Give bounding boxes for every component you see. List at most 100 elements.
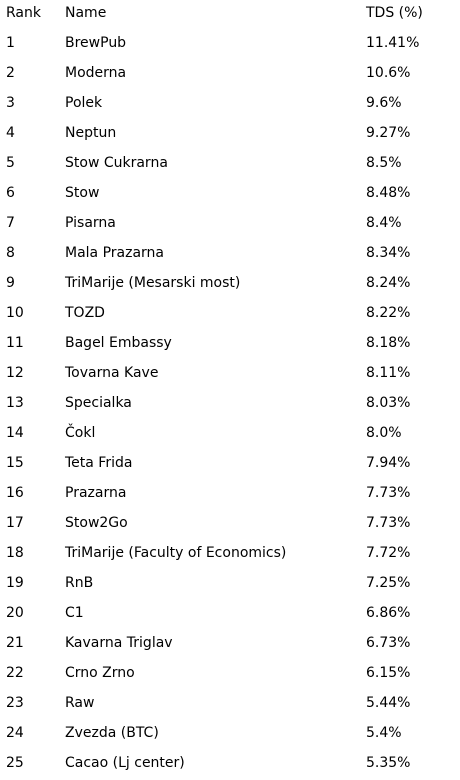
table-row: 13 Specialka 8.03% — [0, 390, 460, 420]
tds-cell: 7.25% — [366, 575, 411, 591]
rank-cell: 23 — [6, 695, 24, 711]
table-body: 1 BrewPub 11.41% 2 Moderna 10.6% 3 Polek 9.6% 4 Ne… — [0, 30, 460, 780]
rank-cell: 17 — [6, 515, 24, 531]
tds-column-header: TDS (%) — [366, 5, 423, 21]
name-column-header: Name — [65, 5, 107, 21]
name-cell: Kavarna Triglav — [65, 635, 173, 651]
table-row: 6 Stow 8.48% — [0, 180, 460, 210]
rank-cell: 15 — [6, 455, 24, 471]
name-cell: RnB — [65, 575, 94, 591]
table-row: 20 C1 6.86% — [0, 600, 460, 630]
name-cell: Bagel Embassy — [65, 335, 172, 351]
rank-cell: 9 — [6, 275, 15, 291]
tds-cell: 7.73% — [366, 485, 411, 501]
name-cell: Stow — [65, 185, 100, 201]
tds-cell: 8.18% — [366, 335, 411, 351]
name-cell: Čokl — [65, 425, 96, 441]
rank-cell: 14 — [6, 425, 24, 441]
rank-cell: 10 — [6, 305, 24, 321]
table-row: 25 Cacao (Lj center) 5.35% — [0, 750, 460, 780]
name-cell: Teta Frida — [65, 455, 133, 471]
name-cell: Tovarna Kave — [65, 365, 159, 381]
name-cell: Moderna — [65, 65, 127, 81]
rank-cell: 22 — [6, 665, 24, 681]
rank-cell: 1 — [6, 35, 15, 51]
table-row: 17 Stow2Go 7.73% — [0, 510, 460, 540]
tds-cell: 7.94% — [366, 455, 411, 471]
tds-cell: 6.15% — [366, 665, 411, 681]
tds-cell: 8.0% — [366, 425, 402, 441]
tds-cell: 5.35% — [366, 755, 411, 771]
rank-cell: 21 — [6, 635, 24, 651]
table-row: 10 TOZD 8.22% — [0, 300, 460, 330]
rank-cell: 19 — [6, 575, 24, 591]
rank-cell: 5 — [6, 155, 15, 171]
name-cell: Raw — [65, 695, 95, 711]
tds-cell: 8.22% — [366, 305, 411, 321]
tds-cell: 9.6% — [366, 95, 402, 111]
rank-column-header: Rank — [6, 5, 41, 21]
table-row: 22 Crno Zrno 6.15% — [0, 660, 460, 690]
name-cell: Mala Prazarna — [65, 245, 164, 261]
table-row: 18 TriMarije (Faculty of Economics) 7.72% — [0, 540, 460, 570]
name-cell: TriMarije (Mesarski most) — [65, 275, 241, 291]
name-cell: Crno Zrno — [65, 665, 135, 681]
table-row: 14 Čokl 8.0% — [0, 420, 460, 450]
table-row: 7 Pisarna 8.4% — [0, 210, 460, 240]
table-row: 23 Raw 5.44% — [0, 690, 460, 720]
rank-cell: 4 — [6, 125, 15, 141]
tds-cell: 6.86% — [366, 605, 411, 621]
table-row: 15 Teta Frida 7.94% — [0, 450, 460, 480]
tds-cell: 8.34% — [366, 245, 411, 261]
tds-cell: 8.24% — [366, 275, 411, 291]
table-row: 24 Zvezda (BTC) 5.4% — [0, 720, 460, 750]
rank-cell: 2 — [6, 65, 15, 81]
tds-cell: 5.44% — [366, 695, 411, 711]
name-cell: C1 — [65, 605, 84, 621]
tds-cell: 8.48% — [366, 185, 411, 201]
table-row: 16 Prazarna 7.73% — [0, 480, 460, 510]
table-row: 11 Bagel Embassy 8.18% — [0, 330, 460, 360]
rank-cell: 6 — [6, 185, 15, 201]
table-row: 21 Kavarna Triglav 6.73% — [0, 630, 460, 660]
table-row: 5 Stow Cukrarna 8.5% — [0, 150, 460, 180]
rank-cell: 11 — [6, 335, 24, 351]
table-row: 12 Tovarna Kave 8.11% — [0, 360, 460, 390]
tds-cell: 5.4% — [366, 725, 402, 741]
name-cell: Prazarna — [65, 485, 127, 501]
tds-cell: 10.6% — [366, 65, 411, 81]
rank-cell: 25 — [6, 755, 24, 771]
name-cell: Specialka — [65, 395, 132, 411]
rank-cell: 16 — [6, 485, 24, 501]
name-cell: Stow2Go — [65, 515, 128, 531]
rank-cell: 3 — [6, 95, 15, 111]
rank-cell: 13 — [6, 395, 24, 411]
name-cell: TOZD — [65, 305, 105, 321]
name-cell: Stow Cukrarna — [65, 155, 168, 171]
table-row: 3 Polek 9.6% — [0, 90, 460, 120]
rank-cell: 24 — [6, 725, 24, 741]
tds-cell: 7.72% — [366, 545, 411, 561]
name-cell: Neptun — [65, 125, 117, 141]
table-row: 8 Mala Prazarna 8.34% — [0, 240, 460, 270]
rank-cell: 20 — [6, 605, 24, 621]
tds-cell: 8.03% — [366, 395, 411, 411]
name-cell: Zvezda (BTC) — [65, 725, 159, 741]
tds-cell: 7.73% — [366, 515, 411, 531]
name-cell: BrewPub — [65, 35, 127, 51]
table-row: 19 RnB 7.25% — [0, 570, 460, 600]
rank-cell: 12 — [6, 365, 24, 381]
name-cell: Pisarna — [65, 215, 116, 231]
table-row: 1 BrewPub 11.41% — [0, 30, 460, 60]
tds-cell: 8.5% — [366, 155, 402, 171]
name-cell: Cacao (Lj center) — [65, 755, 185, 771]
rank-cell: 7 — [6, 215, 15, 231]
table-row: 2 Moderna 10.6% — [0, 60, 460, 90]
table-header-row: Rank Name TDS (%) — [0, 0, 460, 30]
table-row: 4 Neptun 9.27% — [0, 120, 460, 150]
tds-cell: 8.4% — [366, 215, 402, 231]
tds-cell: 6.73% — [366, 635, 411, 651]
tds-cell: 8.11% — [366, 365, 411, 381]
rank-cell: 18 — [6, 545, 24, 561]
